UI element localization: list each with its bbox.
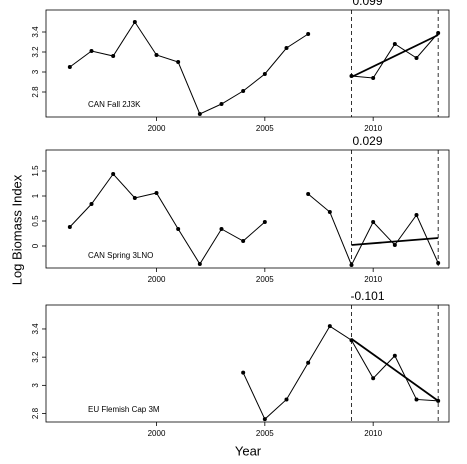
data-point [371,220,376,224]
y-tick-label: 3 [31,383,40,388]
x-tick-label: 2005 [256,429,274,438]
trend-annotation: 0.099 [352,0,382,8]
trend-line [351,237,439,246]
data-point [262,72,267,76]
y-axis-label: Log Biomass Index [9,174,24,285]
data-point [67,65,72,69]
y-tick-label: 3.4 [31,323,40,335]
y-tick-label: 3 [31,69,40,74]
trend-line [351,34,439,78]
data-point [436,31,441,35]
data-point [176,60,181,64]
data-point [154,191,159,195]
data-line [242,325,439,421]
panel-label: EU Flemish Cap 3M [88,405,160,414]
x-tick-label: 2005 [256,275,274,284]
data-point [349,263,354,267]
data-point [414,56,419,60]
y-tick-label: 3.2 [31,46,40,58]
data-point [306,360,311,365]
data-point [111,172,116,176]
trend-annotation: 0.029 [352,134,382,148]
data-point [241,239,246,243]
data-point [197,262,202,266]
data-point [284,397,289,402]
data-point [111,54,116,58]
x-tick-label: 2000 [148,429,166,438]
y-tick-label: 1 [31,193,40,198]
data-point [327,324,332,329]
plot-frame [45,304,450,423]
data-point [132,196,137,200]
data-point [262,220,267,224]
data-point [392,243,397,247]
data-point [284,46,289,50]
x-tick-label: 2005 [256,124,274,133]
data-point [306,32,311,36]
data-point [219,102,224,106]
data-point [262,417,267,422]
data-point [392,42,397,46]
x-tick-label: 2010 [364,275,382,284]
data-point [154,53,159,57]
y-tick-label: 0.5 [31,215,40,227]
data-point [89,49,94,53]
data-point [306,192,311,196]
trend-annotation: -0.101 [350,289,384,303]
data-point [371,376,376,381]
x-tick-label: 2000 [148,275,166,284]
plot-frame [45,9,450,118]
data-point [176,227,181,231]
y-tick-label: 0 [31,243,40,248]
data-point [132,20,137,24]
y-tick-label: 1.5 [31,165,40,177]
data-point [414,397,419,402]
data-point [371,76,376,80]
data-point [414,213,419,217]
data-point [197,112,202,116]
x-tick-label: 2010 [364,124,382,133]
trend-line [350,338,439,402]
data-point [89,202,94,206]
panel-label: CAN Spring 3LNO [88,251,153,260]
x-axis-label: Year [235,443,262,458]
y-tick-label: 3.4 [31,26,40,38]
data-point [67,225,72,229]
data-point [436,261,441,265]
y-tick-label: 3.2 [31,351,40,363]
panel-label: CAN Fall 2J3K [88,100,141,109]
data-point [392,353,397,358]
data-point [327,210,332,214]
x-tick-label: 2000 [148,124,166,133]
y-tick-label: 2.8 [31,86,40,98]
plot-frame [45,149,450,269]
data-point [241,370,246,375]
y-tick-label: 2.8 [31,407,40,419]
data-point [219,227,224,231]
data-point [241,89,246,93]
x-tick-label: 2010 [364,429,382,438]
